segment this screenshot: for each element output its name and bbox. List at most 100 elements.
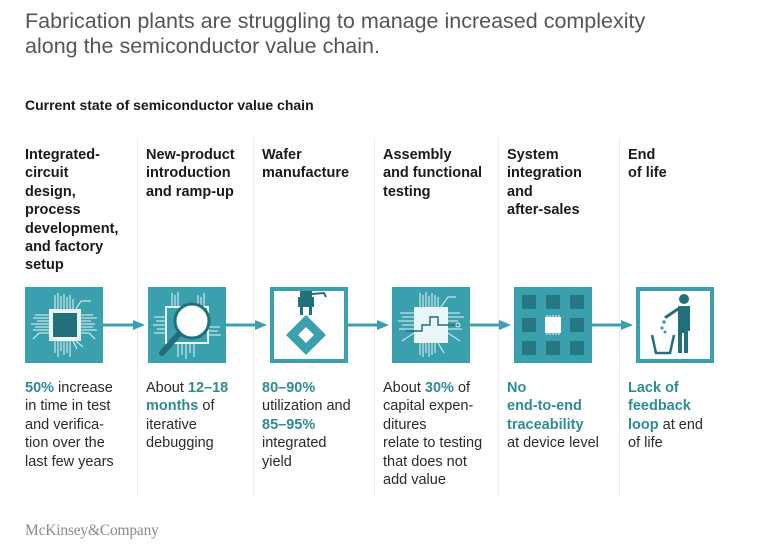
stage-title-line: process [25,202,81,219]
stage-title-line: End [628,147,656,163]
stage-title-line: circuit [25,165,69,182]
stage-desc-line: 80–90% [262,379,351,397]
desc-text: add value [383,472,446,489]
highlight-text: 50% [25,380,55,396]
stage-desc-line: traceability [507,416,599,434]
page-title: Fabrication plants are struggling to man… [25,9,646,58]
stage-title-assembly: Assembly and functional testing [383,146,482,201]
stage-desc-line: add value [383,471,482,489]
stage-desc-system-integration: No end-to-end traceability at device level [507,379,599,453]
highlight-text: end-to-end [507,398,582,415]
stage-desc-line: end-to-end [507,397,599,415]
chip-icon [25,287,103,363]
highlight-text: 85–95% [262,416,316,433]
desc-text: About [383,380,425,396]
robot-arm-wafer-icon [270,287,348,363]
stage-desc-line: tion over the [25,434,114,452]
stage-desc-line: debugging [146,434,228,452]
flow-arrow [591,320,636,330]
desc-text: that does not [383,453,467,470]
desc-text: utilization and [262,398,351,415]
highlight-text: 80–90% [262,380,316,396]
stage-desc-line: that does not [383,453,482,471]
stage-title-ic-design: Integrated-circuit design, process developm… [25,146,118,275]
stage-desc-line: of life [628,434,703,452]
stage-desc-assembly: About 30% of capital expen-ditures relate … [383,379,482,489]
stage-desc-line: integrated [262,434,351,452]
stage-desc-line: utilization and [262,397,351,415]
stage-desc-line: capital expen- [383,397,482,415]
stage-desc-line: months of [146,397,228,415]
desc-text: at end [658,416,703,433]
stage-title-line: design, [25,183,76,200]
flow-arrow [347,320,392,330]
column-divider [498,138,499,496]
highlight-text: 30% [424,380,454,396]
stage-title-line: of life [628,165,667,182]
stage-desc-line: in time in test [25,397,114,415]
stage-title-system-integration: System integration and after-sales [507,146,582,220]
stage-title-end-of-life: End of life [628,146,667,183]
desc-text: of [453,380,471,396]
stage-title-line: development, [25,220,119,237]
highlight-text: 12–18 [187,380,229,396]
stage-title-line: after-sales [507,202,580,219]
stage-desc-line: Lack of [628,379,703,397]
stage-desc-npi: About 12–18 months of iterative debugging [146,379,228,453]
desc-text: relate to testing [383,435,483,452]
stage-desc-line: ditures [383,416,482,434]
flow-arrow [103,320,148,330]
stage-desc-line: About 12–18 [146,379,228,397]
desc-text: iterative [146,416,197,433]
trash-person-icon [636,287,714,363]
desc-text: last few years [25,453,114,470]
flow-arrow [469,320,514,330]
stage-title-line: introduction [146,165,231,182]
chip-grid-icon [514,287,592,363]
chart-subtitle: Current state of semiconductor value cha… [25,97,314,113]
desc-text: tion over the [25,435,105,452]
stage-title-line: and functional [383,165,483,182]
stage-desc-ic-design: 50% increase in time in test and verifica-… [25,379,114,471]
desc-text: increase [54,380,113,396]
desc-text: About [146,380,188,396]
desc-text: capital expen- [383,398,474,415]
desc-text: integrated [262,435,327,452]
stage-desc-wafer: 80–90% utilization and 85–95% integrated yie… [262,379,351,471]
magnifier-chip-icon [148,287,226,363]
stage-title-line: testing [383,183,431,200]
stage-title-line: manufacture [262,165,350,182]
desc-text: of life [628,435,663,452]
stage-title-line: integration [507,165,582,182]
stage-title-line: Integrated- [25,147,100,163]
flow-arrow [225,320,270,330]
stage-desc-line: at device level [507,434,599,452]
stage-desc-line: 85–95% [262,416,351,434]
highlight-text: No [507,380,527,396]
stage-title-line: New-product [146,147,235,163]
stage-title-line: and factory [25,239,104,256]
stage-title-npi: New-product introduction and ramp-up [146,146,235,201]
highlight-text: traceability [507,416,584,433]
stage-desc-line: feedback [628,397,703,415]
stage-desc-line: loop at end [628,416,703,434]
stage-desc-end-of-life: Lack of feedback loop at end of life [628,379,703,453]
mckinsey-logo: McKinsey&Company [25,522,159,539]
stage-desc-line: and verifica- [25,416,114,434]
stage-title-line: and ramp-up [146,183,234,200]
desc-text: yield [262,453,292,470]
highlight-text: months [146,398,199,415]
stage-desc-line: About 30% of [383,379,482,397]
desc-text: at device level [507,435,599,452]
circuit-test-icon [392,287,470,363]
stage-desc-line: 50% increase [25,379,114,397]
stage-title-line: Wafer [262,147,302,163]
desc-text: in time in test [25,398,111,415]
desc-text: ditures [383,416,427,433]
stage-title-wafer: Wafer manufacture [262,146,349,183]
stage-desc-line: No [507,379,599,397]
stage-desc-line: last few years [25,453,114,471]
highlight-text: Lack of [628,380,679,396]
highlight-text: feedback [628,398,691,415]
column-divider [374,138,375,496]
